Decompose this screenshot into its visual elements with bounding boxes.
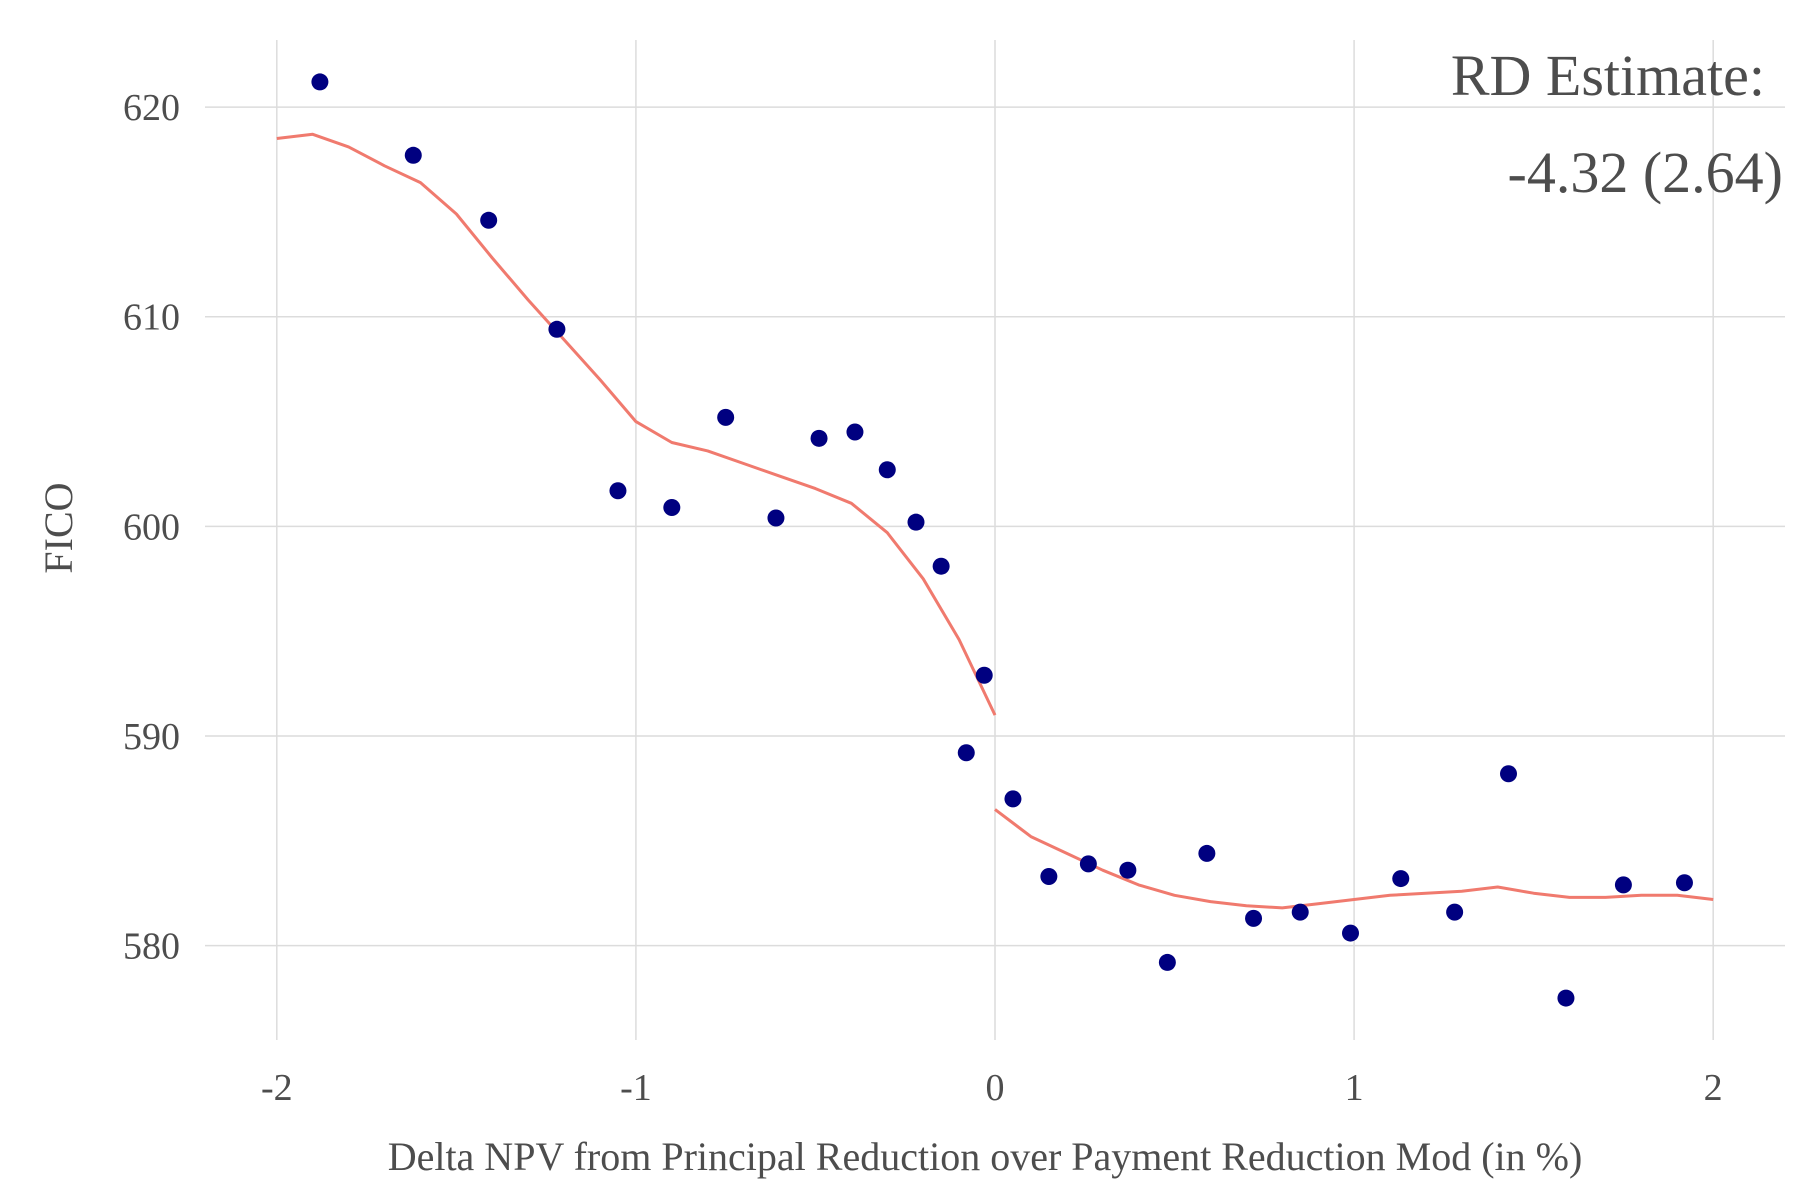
data-point bbox=[1446, 903, 1464, 921]
rd-estimate-value: -4.32 (2.64) bbox=[1508, 140, 1783, 205]
data-points bbox=[311, 73, 1693, 1007]
x-axis-ticks: -2 -1 0 1 2 bbox=[261, 1067, 1723, 1109]
data-point bbox=[1500, 765, 1517, 783]
y-axis-title: FICO bbox=[36, 482, 81, 573]
data-point bbox=[878, 461, 896, 479]
data-point bbox=[548, 320, 566, 338]
grid-lines bbox=[205, 40, 1785, 1040]
data-point bbox=[1079, 855, 1097, 873]
data-point bbox=[1291, 903, 1309, 921]
data-point bbox=[1198, 844, 1216, 862]
x-tick-label: -2 bbox=[261, 1067, 293, 1109]
data-point bbox=[1392, 870, 1410, 888]
data-point bbox=[404, 146, 422, 164]
y-axis-ticks: 580 590 600 610 620 bbox=[123, 87, 180, 968]
fit-line-right bbox=[994, 808, 1714, 910]
data-point bbox=[1342, 924, 1359, 942]
data-point bbox=[1040, 867, 1058, 885]
data-point bbox=[975, 666, 993, 684]
data-point bbox=[663, 499, 681, 517]
x-tick-label: -1 bbox=[620, 1067, 652, 1109]
y-tick-label: 600 bbox=[123, 506, 180, 548]
data-point bbox=[1614, 876, 1632, 894]
data-point bbox=[810, 429, 828, 447]
data-point bbox=[1245, 909, 1263, 927]
data-point bbox=[1557, 989, 1575, 1007]
y-tick-label: 620 bbox=[123, 87, 180, 129]
data-point bbox=[767, 509, 785, 527]
x-tick-label: 0 bbox=[986, 1067, 1005, 1109]
data-point bbox=[1675, 874, 1693, 892]
data-point bbox=[932, 557, 950, 575]
data-point bbox=[907, 513, 925, 531]
x-tick-label: 2 bbox=[1704, 1067, 1723, 1109]
rd-estimate-label: RD Estimate: bbox=[1451, 43, 1765, 108]
y-tick-label: 590 bbox=[123, 716, 180, 758]
fitted-lines bbox=[276, 132, 1714, 910]
y-tick-label: 580 bbox=[123, 926, 180, 968]
x-tick-label: 1 bbox=[1345, 1067, 1364, 1109]
data-point bbox=[717, 408, 735, 426]
data-point bbox=[609, 482, 627, 500]
data-point bbox=[957, 744, 975, 762]
data-point bbox=[1119, 861, 1137, 879]
x-axis-title: Delta NPV from Principal Reduction over … bbox=[388, 1134, 1583, 1179]
data-point bbox=[1158, 953, 1176, 971]
data-point bbox=[311, 73, 329, 91]
data-point bbox=[1004, 790, 1022, 808]
data-point bbox=[480, 211, 498, 229]
data-point bbox=[846, 423, 864, 441]
y-tick-label: 610 bbox=[123, 297, 180, 339]
fit-line-left bbox=[276, 132, 997, 716]
